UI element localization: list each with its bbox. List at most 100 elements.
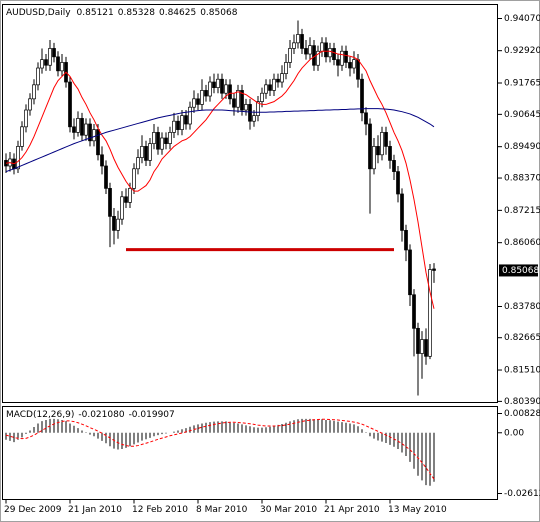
y-tick-label: 0.83780 — [504, 302, 540, 312]
candle-body — [132, 168, 136, 189]
candle-body — [176, 120, 180, 130]
candle-body — [52, 48, 56, 58]
y-tick-label: 0.80390 — [504, 397, 540, 407]
candle-body — [248, 104, 252, 122]
candle-body — [196, 98, 200, 105]
candle-body — [328, 48, 332, 58]
candle-body — [372, 146, 376, 170]
candle-body — [340, 50, 344, 66]
candle-body — [244, 104, 248, 111]
candle-body — [20, 126, 24, 147]
y-tick-label: 0.00 — [504, 428, 524, 438]
candle-body — [216, 78, 220, 88]
x-tick-label: 21 Jan 2010 — [68, 505, 122, 515]
candle-body — [200, 90, 204, 105]
candle-body — [48, 48, 52, 66]
candle-body — [364, 112, 368, 125]
candle-body — [192, 98, 196, 108]
y-tick-label: 0.92920 — [504, 46, 540, 56]
open: 0.85121 — [77, 8, 114, 18]
symbol: AUDUSD,Daily — [6, 8, 71, 18]
candle-body — [128, 188, 132, 203]
candle-body — [392, 160, 396, 172]
candle-body — [212, 81, 216, 88]
candle-body — [368, 123, 372, 170]
candle-body — [56, 56, 60, 72]
candle-body — [356, 59, 360, 80]
candle-body — [148, 143, 152, 161]
candle-body — [160, 137, 164, 150]
x-tick-label: 12 Feb 2010 — [132, 505, 188, 515]
candle-body — [236, 90, 240, 108]
candle-body — [32, 84, 36, 100]
candle-body — [352, 59, 356, 69]
candle-body — [124, 196, 128, 203]
candle-body — [380, 132, 384, 156]
y-tick-label: 0.89490 — [504, 142, 540, 152]
candle-body — [264, 84, 268, 94]
candle-body — [272, 78, 276, 91]
x-tick-label: 30 Mar 2010 — [260, 505, 317, 515]
candle-body — [384, 132, 388, 147]
candle-body — [104, 165, 108, 189]
candle-body — [432, 268, 436, 271]
candle-body — [16, 146, 20, 170]
x-tick-label: 13 May 2010 — [388, 505, 447, 515]
candle-body — [84, 123, 88, 136]
candle-body — [24, 109, 28, 128]
candle-body — [320, 42, 324, 52]
y-tick-label: 0.86060 — [504, 238, 540, 248]
candle-body — [112, 216, 116, 231]
candle-body — [300, 34, 304, 49]
candle-body — [348, 62, 352, 69]
moving-average — [5, 108, 435, 173]
candle-body — [100, 154, 104, 167]
candle-body — [36, 67, 40, 86]
candle-body — [68, 81, 72, 128]
candle-body — [408, 249, 412, 296]
candle-body — [284, 62, 288, 74]
candle-body — [144, 146, 148, 161]
high: 0.85328 — [118, 8, 155, 18]
close: 0.85068 — [200, 8, 237, 18]
candle-body — [420, 339, 424, 354]
x-tick-label: 21 Apr 2010 — [324, 505, 380, 515]
candle-body — [260, 92, 264, 102]
candle-body — [80, 118, 84, 136]
candle-body — [424, 339, 428, 357]
candle-body — [256, 101, 260, 116]
candle-body — [240, 90, 244, 111]
candle-body — [376, 146, 380, 156]
candle-body — [40, 59, 44, 69]
candle-body — [268, 84, 272, 91]
candle-body — [312, 45, 316, 66]
candle-body — [120, 196, 124, 220]
candle-body — [388, 146, 392, 161]
candle-body — [184, 115, 188, 125]
candle-body — [336, 59, 340, 66]
price-panel — [2, 4, 498, 403]
candle-body — [88, 123, 92, 142]
candle-body — [396, 171, 400, 195]
candle-body — [188, 106, 192, 125]
candle-body — [292, 42, 296, 49]
plot-layer — [4, 20, 436, 486]
candle-body — [44, 59, 48, 66]
y-tick-label: 0.94070 — [504, 14, 540, 24]
chart-header: AUDUSD,Daily 0.85121 0.85328 0.84625 0.85068 — [6, 8, 238, 18]
candle-body — [276, 78, 280, 83]
candle-body — [220, 78, 224, 94]
candle-body — [136, 157, 140, 170]
y-tick-label: 0.88370 — [504, 174, 540, 184]
candle-body — [180, 115, 184, 130]
macd-signal — [5, 418, 435, 480]
candle-body — [224, 84, 228, 94]
candle-body — [228, 84, 232, 100]
candle-body — [428, 269, 432, 357]
price-marker — [499, 264, 538, 277]
candle-body — [400, 193, 404, 231]
candle-body — [28, 98, 32, 111]
